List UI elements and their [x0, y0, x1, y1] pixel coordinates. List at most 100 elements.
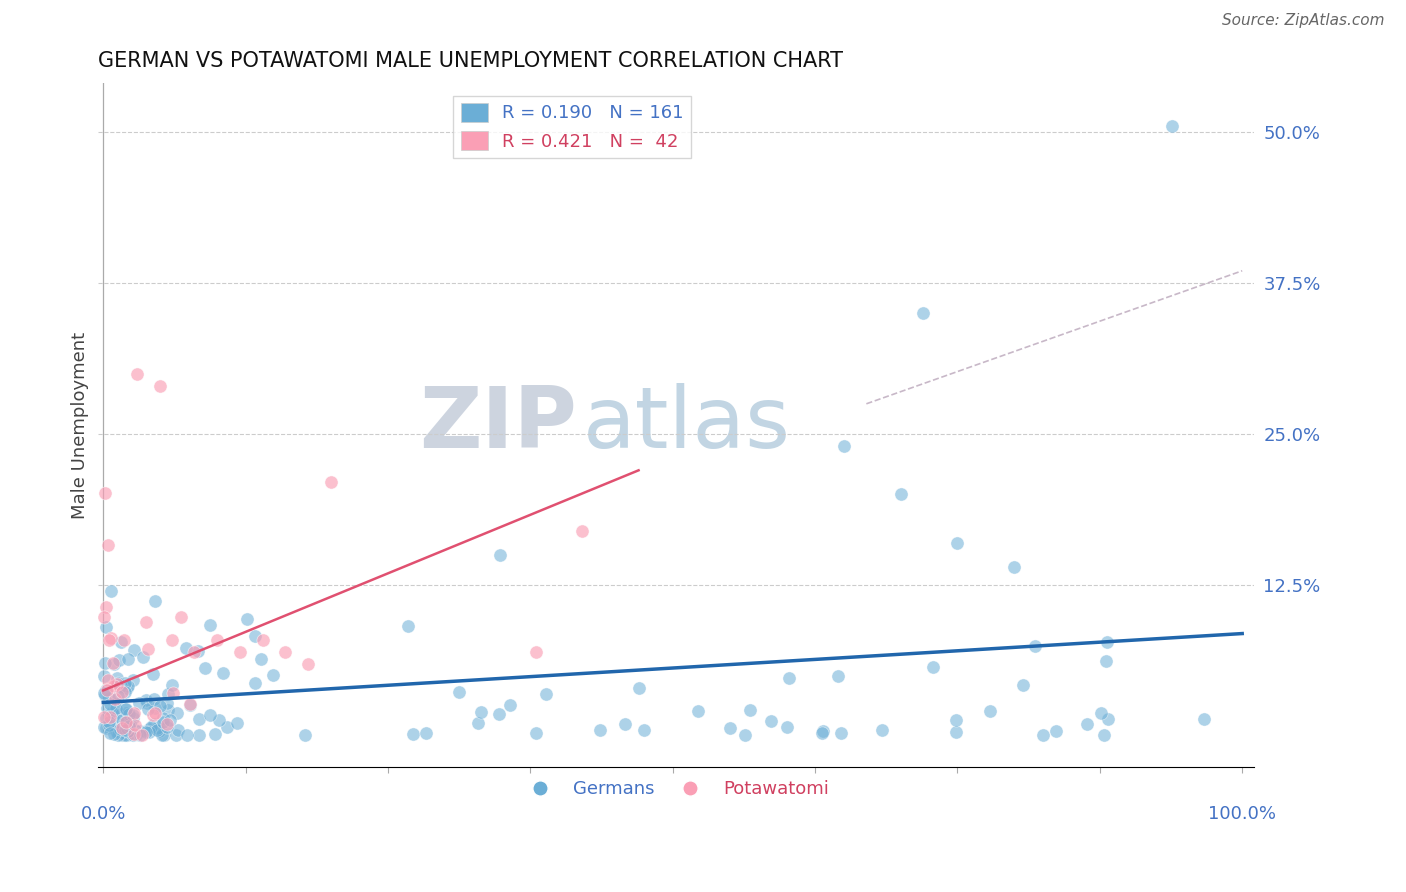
- Point: [94, 657, 117, 671]
- Point: [117, 724, 139, 739]
- Point: [93, 668, 115, 682]
- Point: [124, 727, 146, 741]
- Point: [146, 721, 169, 735]
- Point: [1097, 712, 1119, 726]
- Point: [107, 728, 129, 742]
- Point: [120, 725, 142, 739]
- Point: [122, 728, 145, 742]
- Point: [205, 632, 228, 647]
- Point: [1160, 119, 1182, 133]
- Point: [128, 723, 150, 738]
- Point: [870, 723, 893, 738]
- Point: [118, 707, 141, 722]
- Point: [1090, 706, 1112, 720]
- Point: [93, 710, 115, 724]
- Point: [633, 723, 655, 738]
- Text: 0.0%: 0.0%: [80, 805, 127, 823]
- Point: [1045, 723, 1067, 738]
- Point: [103, 727, 125, 741]
- Point: [156, 696, 179, 710]
- Point: [139, 720, 162, 734]
- Point: [138, 725, 160, 739]
- Point: [121, 708, 143, 723]
- Point: [114, 723, 136, 737]
- Point: [118, 716, 141, 731]
- Point: [117, 680, 139, 694]
- Point: [120, 725, 142, 739]
- Point: [136, 696, 159, 710]
- Point: [198, 707, 221, 722]
- Point: [1097, 635, 1119, 649]
- Point: [117, 728, 139, 742]
- Point: [614, 717, 637, 731]
- Point: [447, 685, 470, 699]
- Point: [152, 711, 174, 725]
- Text: atlas: atlas: [583, 384, 792, 467]
- Point: [152, 714, 174, 729]
- Point: [778, 671, 800, 685]
- Point: [141, 667, 163, 681]
- Point: [187, 712, 209, 726]
- Point: [811, 724, 834, 739]
- Point: [94, 688, 117, 702]
- Point: [830, 726, 852, 740]
- Point: [132, 650, 155, 665]
- Point: [114, 714, 136, 729]
- Point: [945, 713, 967, 727]
- Point: [149, 378, 172, 392]
- Point: [124, 718, 146, 732]
- Point: [167, 723, 190, 738]
- Point: [589, 723, 612, 738]
- Point: [136, 642, 159, 657]
- Point: [262, 668, 284, 682]
- Point: [124, 723, 146, 737]
- Point: [110, 706, 132, 721]
- Point: [142, 707, 165, 722]
- Point: [157, 704, 180, 718]
- Point: [115, 722, 138, 736]
- Point: [187, 644, 209, 658]
- Point: [98, 709, 121, 723]
- Point: [160, 678, 183, 692]
- Point: [524, 726, 547, 740]
- Point: [96, 701, 118, 715]
- Point: [524, 645, 547, 659]
- Point: [236, 612, 259, 626]
- Point: [122, 706, 145, 720]
- Point: [118, 719, 141, 733]
- Point: [101, 706, 124, 721]
- Point: [108, 653, 131, 667]
- Point: [103, 680, 125, 694]
- Point: [143, 706, 166, 720]
- Point: [104, 697, 127, 711]
- Point: [135, 615, 157, 629]
- Point: [889, 487, 911, 501]
- Point: [827, 669, 849, 683]
- Point: [122, 643, 145, 657]
- Point: [194, 660, 217, 674]
- Point: [111, 713, 134, 727]
- Point: [759, 714, 782, 729]
- Point: [243, 629, 266, 643]
- Point: [294, 728, 316, 742]
- Point: [922, 659, 945, 673]
- Point: [111, 684, 134, 698]
- Point: [142, 691, 165, 706]
- Point: [467, 715, 489, 730]
- Point: [127, 367, 149, 381]
- Point: [105, 724, 128, 739]
- Text: 100.0%: 100.0%: [1208, 805, 1277, 823]
- Point: [111, 723, 134, 738]
- Point: [498, 698, 520, 712]
- Point: [211, 666, 233, 681]
- Point: [98, 714, 121, 729]
- Point: [117, 725, 139, 739]
- Point: [912, 306, 935, 320]
- Point: [166, 706, 188, 721]
- Point: [534, 687, 557, 701]
- Point: [97, 690, 120, 705]
- Point: [245, 676, 267, 690]
- Point: [150, 728, 173, 742]
- Point: [945, 725, 967, 739]
- Point: [97, 718, 120, 732]
